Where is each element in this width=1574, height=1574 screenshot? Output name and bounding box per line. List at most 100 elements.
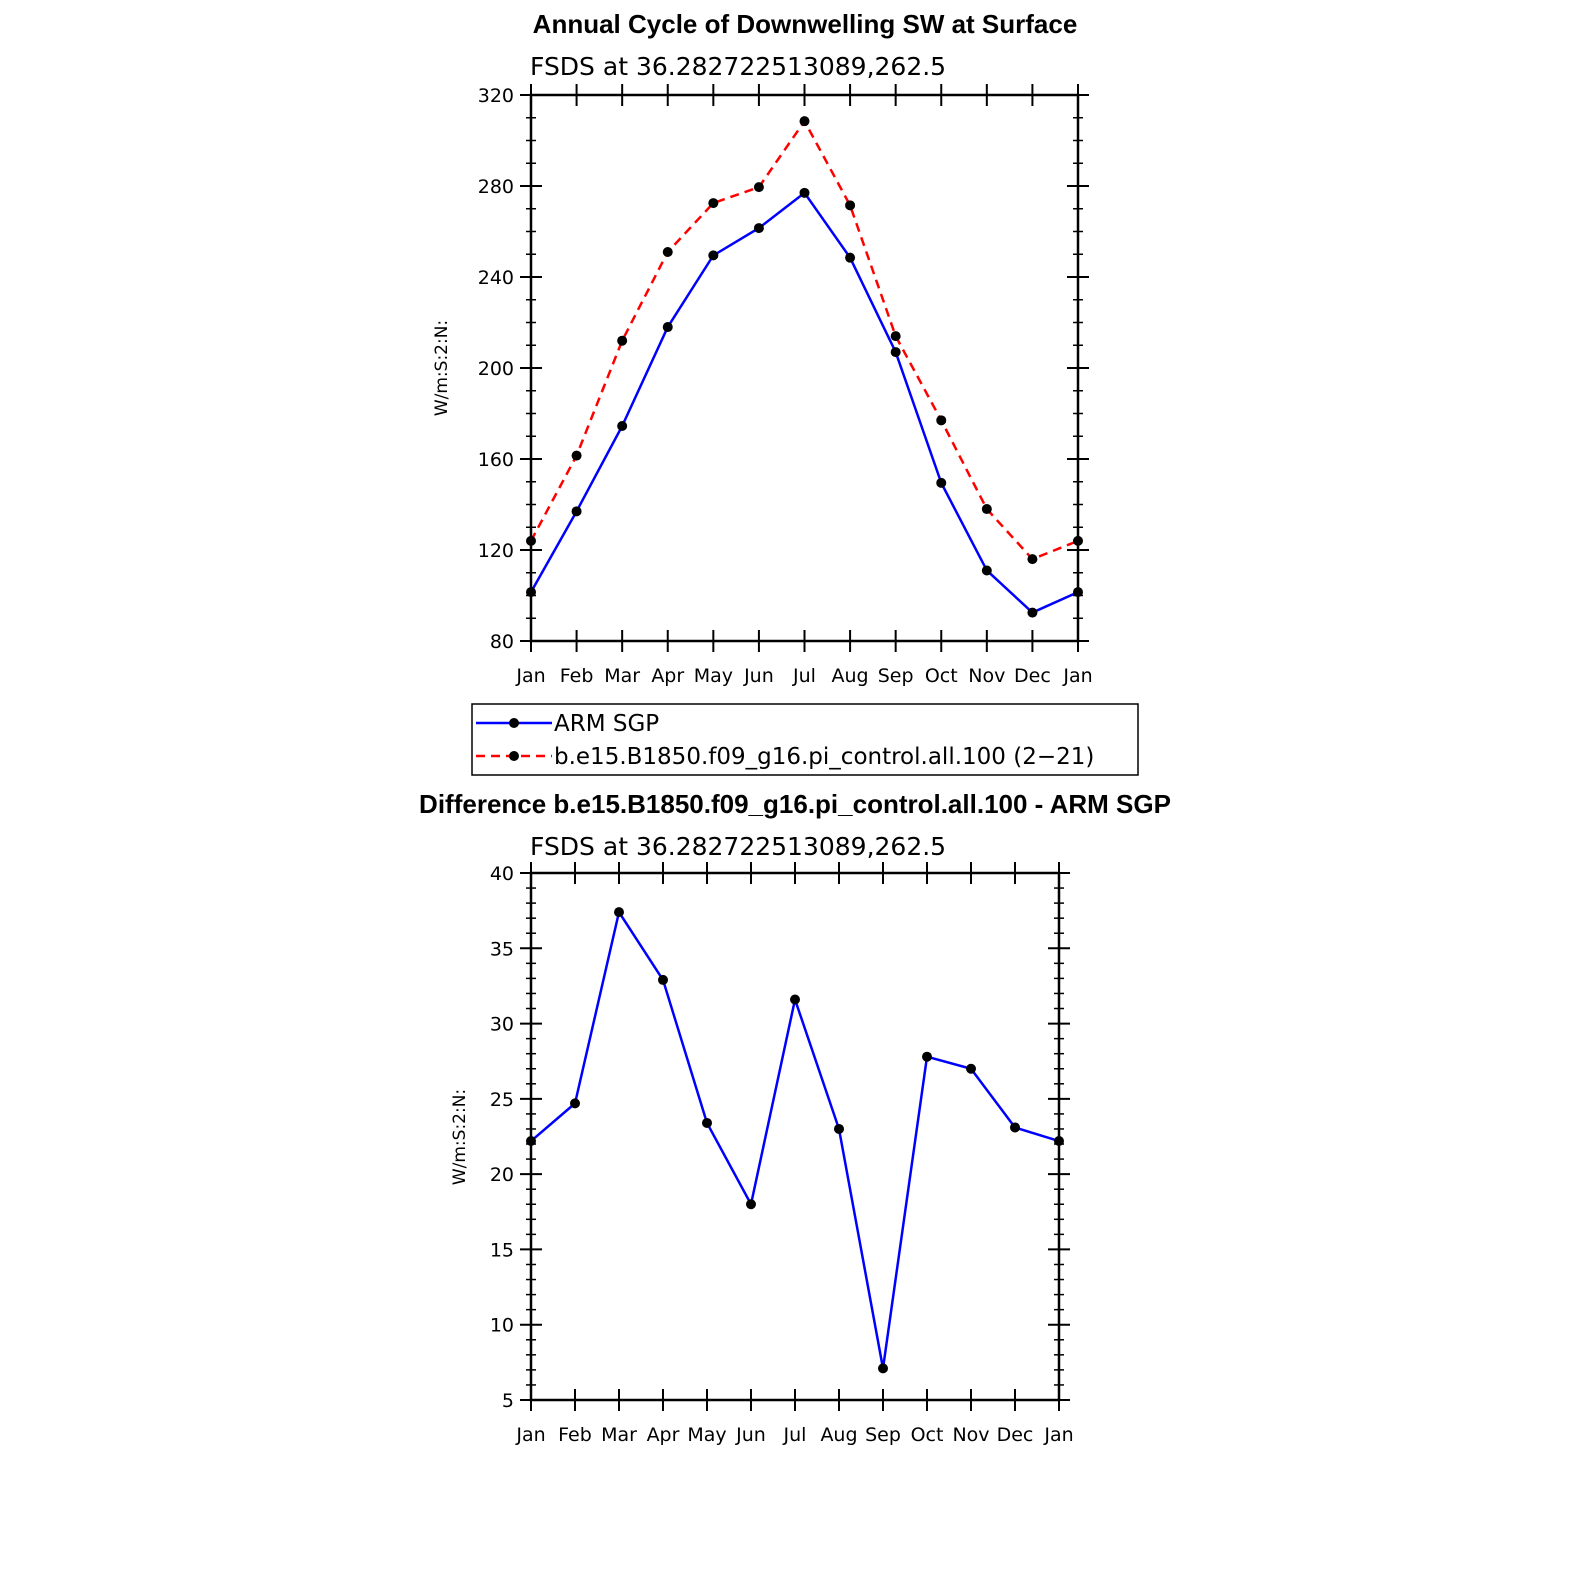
data-point: [966, 1063, 976, 1074]
chart-subtitle: FSDS at 36.282722513089,262.5: [530, 52, 946, 81]
x-tick-label: Jan: [515, 1424, 545, 1446]
data-point: [662, 246, 673, 257]
x-tick-label: Aug: [820, 1424, 857, 1446]
data-point: [845, 252, 856, 263]
x-tick-label: Sep: [878, 665, 914, 687]
y-tick-label: 240: [478, 267, 514, 289]
data-point: [936, 415, 947, 426]
y-axis-label: W/m:S:2:N:: [432, 320, 452, 416]
y-tick-label: 120: [478, 540, 514, 562]
data-point: [845, 200, 856, 211]
data-point: [878, 1363, 888, 1374]
x-tick-label: Oct: [925, 665, 958, 687]
legend-entry-arm-sgp: ARM SGP: [554, 711, 659, 737]
plot-frame: [529, 93, 1080, 643]
data-point: [753, 182, 764, 193]
x-tick-label: Jan: [515, 665, 545, 687]
x-tick-label: Jan: [1043, 1424, 1073, 1446]
data-point: [799, 116, 810, 127]
data-point: [790, 994, 800, 1005]
data-point: [708, 198, 719, 209]
data-point: [617, 335, 628, 346]
chart-title: Difference b.e15.B1850.f09_g16.pi_contro…: [419, 789, 1171, 819]
data-point: [658, 974, 668, 985]
x-tick-label: Jun: [735, 1424, 766, 1446]
series-line-0: [530, 910, 1060, 1370]
y-tick-label: 40: [490, 863, 514, 885]
data-point: [1073, 535, 1083, 546]
legend-marker-model: [509, 751, 519, 761]
chart-title: Annual Cycle of Downwelling SW at Surfac…: [533, 9, 1078, 39]
x-tick-label: Jul: [792, 665, 816, 687]
data-point: [746, 1199, 756, 1210]
x-tick-label: Nov: [952, 1424, 989, 1446]
annual-cycle-chart: Annual Cycle of Downwelling SW at Surfac…: [432, 9, 1139, 776]
y-tick-label: 280: [478, 176, 514, 198]
x-tick-label: Dec: [1014, 665, 1051, 687]
data-point: [571, 450, 582, 461]
data-point: [708, 250, 719, 261]
x-tick-label: Nov: [968, 665, 1005, 687]
x-tick-label: May: [694, 665, 733, 687]
series-line-1: [529, 119, 1079, 561]
y-tick-label: 160: [478, 449, 514, 471]
data-point: [1073, 587, 1083, 598]
x-tick-label: Oct: [911, 1424, 944, 1446]
plot-area: 80 120 160 200 240 280 320 Jan Feb Mar Apr May Jun Ju…: [478, 84, 1093, 687]
x-tick-label: Sep: [865, 1424, 901, 1446]
data-point: [526, 587, 536, 598]
data-point: [1027, 607, 1038, 618]
data-point: [526, 1136, 536, 1147]
x-tick-label: Apr: [651, 665, 684, 687]
data-point: [799, 187, 810, 198]
x-tick-label: Dec: [997, 1424, 1034, 1446]
x-tick-label: Jul: [783, 1424, 807, 1446]
legend: ARM SGP b.e15.B1850.f09_g16.pi_control.a…: [471, 703, 1139, 776]
data-point: [936, 477, 947, 488]
x-tick-label: Mar: [604, 665, 640, 687]
legend-box: [471, 703, 1139, 776]
x-tick-label: Jun: [743, 665, 774, 687]
data-point: [571, 506, 582, 517]
y-tick-label: 15: [490, 1239, 514, 1261]
data-point: [1010, 1122, 1020, 1133]
difference-chart: Difference b.e15.B1850.f09_g16.pi_contro…: [419, 789, 1171, 1446]
x-tick-label: Feb: [558, 1424, 592, 1446]
x-tick-label: Feb: [560, 665, 594, 687]
y-tick-label: 320: [478, 85, 514, 107]
data-point: [614, 907, 624, 918]
data-point: [570, 1098, 580, 1109]
x-tick-label: May: [687, 1424, 726, 1446]
data-point: [526, 535, 536, 546]
data-point: [753, 223, 764, 234]
chart-subtitle: FSDS at 36.282722513089,262.5: [530, 832, 946, 861]
y-tick-label: 80: [490, 631, 514, 653]
y-tick-label: 20: [490, 1164, 514, 1186]
data-point: [702, 1117, 712, 1128]
x-tick-label: Jan: [1062, 665, 1092, 687]
data-point: [981, 565, 992, 576]
y-tick-label: 200: [478, 358, 514, 380]
legend-marker-arm-sgp: [509, 718, 519, 728]
y-tick-label: 5: [502, 1390, 514, 1412]
y-tick-label: 10: [490, 1315, 514, 1337]
data-point: [1054, 1136, 1064, 1147]
data-point: [617, 421, 628, 432]
data-point: [890, 347, 901, 358]
data-point: [890, 331, 901, 342]
data-point: [1027, 554, 1038, 565]
plot-area: 5 10 15 20 25 30 35 40 Jan Feb Mar Apr May Jun Jul Aug S…: [490, 862, 1074, 1446]
y-tick-label: 35: [490, 938, 514, 960]
legend-entry-model: b.e15.B1850.f09_g16.pi_control.all.100 (…: [554, 744, 1094, 770]
series-line-0: [529, 191, 1079, 614]
x-tick-label: Apr: [647, 1424, 680, 1446]
y-tick-label: 25: [490, 1089, 514, 1111]
x-tick-label: Aug: [832, 665, 869, 687]
data-point: [662, 322, 673, 333]
data-point: [981, 504, 992, 515]
y-tick-label: 30: [490, 1014, 514, 1036]
y-axis-label: W/m:S:2:N:: [450, 1089, 470, 1185]
x-tick-label: Mar: [601, 1424, 637, 1446]
data-point: [922, 1051, 932, 1062]
